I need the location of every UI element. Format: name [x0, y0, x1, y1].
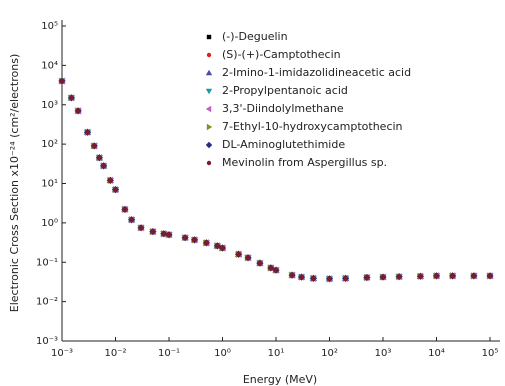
data-point — [471, 273, 477, 279]
data-point — [84, 129, 91, 135]
data-point — [68, 95, 75, 101]
x-tick-label: 10¹ — [268, 348, 285, 359]
data-point — [101, 163, 107, 169]
legend-marker — [205, 105, 212, 113]
data-point — [214, 243, 220, 249]
legend-marker — [206, 160, 212, 166]
legend-label: (S)-(+)-Camptothecin — [222, 48, 341, 61]
x-tick-label: 10³ — [375, 348, 392, 359]
y-tick-label: 10⁻¹ — [36, 257, 58, 268]
y-tick-label: 10⁵ — [41, 21, 58, 32]
x-tick-label: 10⁵ — [482, 348, 499, 359]
legend-marker — [206, 52, 212, 58]
legend-marker — [206, 123, 213, 131]
data-point — [161, 231, 167, 237]
legend-label: (-)-Deguelin — [222, 30, 288, 43]
data-point — [257, 260, 263, 266]
data-point — [298, 274, 305, 280]
x-tick-label: 10² — [321, 348, 338, 359]
data-point — [289, 272, 295, 278]
legend-marker — [205, 88, 213, 95]
y-tick-label: 10² — [41, 139, 58, 150]
data-point — [191, 237, 198, 243]
data-point — [138, 225, 144, 231]
data-point — [182, 235, 188, 241]
legend-label: Mevinolin from Aspergillus sp. — [222, 156, 387, 169]
y-tick-label: 10¹ — [41, 179, 58, 190]
data-point — [236, 251, 242, 257]
data-point — [326, 276, 333, 282]
data-point — [310, 275, 316, 281]
data-point — [112, 186, 119, 193]
y-tick-label: 10⁻³ — [36, 336, 58, 347]
data-point — [166, 232, 172, 238]
data-point — [273, 267, 279, 273]
data-point — [91, 143, 97, 149]
data-point — [396, 274, 402, 280]
x-tick-label: 10⁻³ — [51, 348, 73, 359]
legend-label: 2-Propylpentanoic acid — [222, 84, 348, 97]
x-tick-label: 10⁴ — [428, 348, 445, 359]
data-point — [203, 240, 209, 246]
data-point — [129, 217, 135, 223]
legend-label: 7-Ethyl-10-hydroxycamptothecin — [222, 120, 403, 133]
legend-marker — [206, 34, 212, 40]
data-point — [343, 275, 349, 281]
data-point — [96, 155, 102, 161]
data-point — [75, 108, 81, 114]
data-point — [122, 206, 128, 212]
legend-label: 2-Imino-1-imidazolidineacetic acid — [222, 66, 411, 79]
legend-marker — [205, 69, 213, 76]
y-tick-label: 10⁰ — [41, 218, 58, 229]
data-point — [380, 274, 386, 280]
data-point — [417, 273, 423, 279]
legend-marker — [205, 141, 213, 149]
x-axis-label: Energy (MeV) — [243, 373, 317, 386]
legend-label: DL-Aminoglutethimide — [222, 138, 345, 151]
data-point — [487, 273, 493, 279]
y-axis-label: Electronic Cross Section x10⁻²⁴ (cm²/ele… — [8, 54, 21, 313]
x-tick-label: 10⁻¹ — [158, 348, 180, 359]
data-point — [219, 245, 226, 251]
data-point — [150, 229, 156, 235]
x-tick-label: 10⁰ — [214, 348, 231, 359]
data-point — [268, 265, 274, 271]
y-tick-label: 10⁴ — [41, 60, 58, 71]
y-tick-label: 10⁻² — [36, 297, 58, 308]
data-point — [59, 78, 65, 84]
data-point — [433, 273, 440, 279]
y-tick-label: 10³ — [41, 100, 58, 111]
legend-label: 3,3'-Diindolylmethane — [222, 102, 344, 115]
data-point — [245, 255, 251, 261]
data-point — [450, 273, 456, 279]
x-tick-label: 10⁻² — [104, 348, 126, 359]
data-point — [364, 274, 370, 281]
data-point — [107, 177, 113, 183]
